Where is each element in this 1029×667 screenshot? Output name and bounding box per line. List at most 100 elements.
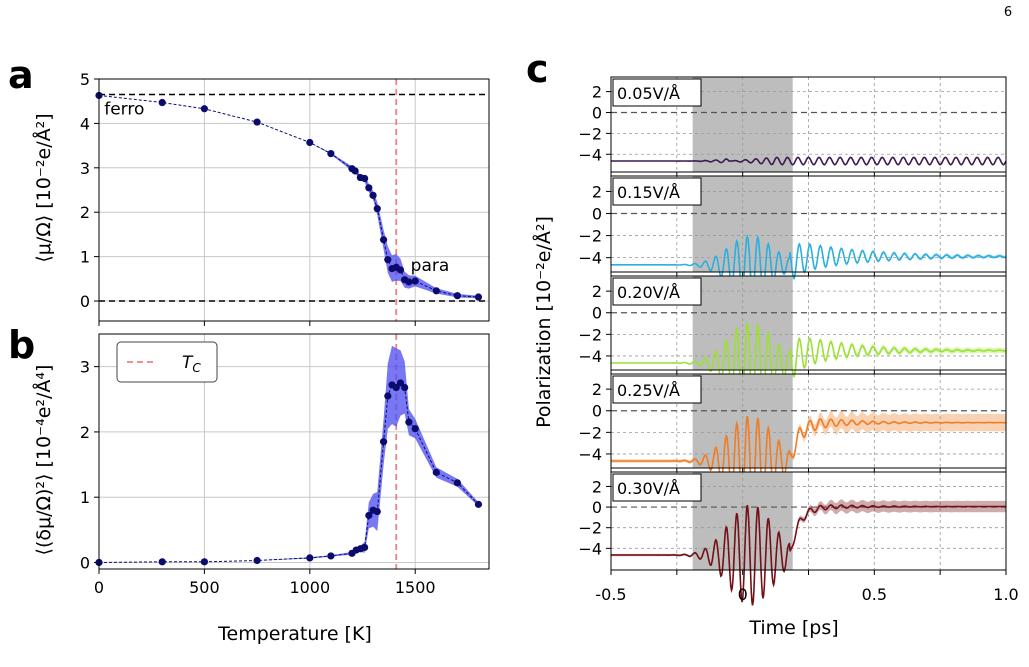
data-point-b bbox=[384, 392, 392, 400]
data-point-b bbox=[405, 418, 413, 426]
field-strength-label: 0.05V/Å bbox=[617, 84, 680, 103]
y-tick-label-c: 2 bbox=[592, 477, 602, 496]
plot-frame-c bbox=[610, 373, 1007, 469]
plot-frame-c bbox=[610, 275, 1007, 371]
panel-c: 20−2−40.05V/Å20−2−40.15V/Å20−2−40.20V/Å2… bbox=[578, 76, 1019, 607]
y-tick-label-c: −2 bbox=[578, 124, 602, 143]
data-point-a bbox=[453, 292, 461, 300]
panel-a: 0 1 2 3 4 5 ferro para bbox=[80, 70, 490, 326]
plot-frame-c bbox=[610, 175, 1007, 273]
field-strength-label-box bbox=[612, 277, 702, 306]
plot-frame-c bbox=[610, 471, 1007, 571]
y-tick-label-a: 1 bbox=[80, 248, 90, 267]
plot-frame-c bbox=[610, 76, 1007, 173]
field-strength-label: 0.25V/Å bbox=[617, 381, 680, 400]
y-tick-label-c: 2 bbox=[592, 182, 602, 201]
x-tick-label-b: 500 bbox=[189, 578, 220, 597]
y-tick-label-a: 4 bbox=[80, 114, 90, 133]
field-strength-label-box bbox=[612, 177, 702, 206]
y-tick-label-c: −4 bbox=[578, 445, 602, 464]
polarization-series-2 bbox=[611, 233, 1007, 297]
data-point-b bbox=[411, 425, 419, 433]
data-point-b bbox=[306, 554, 314, 562]
y-tick-label-c: −2 bbox=[578, 325, 602, 344]
x-tick-label-c: -0.5 bbox=[595, 585, 626, 604]
y-axis-label-a: ⟨μ/Ω⟩ [10⁻²e/Å²] bbox=[32, 113, 55, 262]
y-tick-label-c: 2 bbox=[592, 83, 602, 102]
uncertainty-band-a bbox=[99, 95, 479, 299]
y-tick-label-c: 0 bbox=[592, 304, 602, 323]
data-point-b bbox=[253, 556, 261, 565]
field-strength-label: 0.30V/Å bbox=[617, 479, 680, 498]
page-number: 6 bbox=[1004, 5, 1012, 20]
data-point-a bbox=[200, 105, 209, 113]
polarization-series-5 bbox=[611, 504, 1006, 606]
polarization-series-1 bbox=[611, 156, 1007, 166]
y-tick-label-b: 3 bbox=[80, 358, 90, 377]
y-tick-label-c: −2 bbox=[578, 227, 602, 246]
polarization-series-3 bbox=[611, 322, 1007, 405]
data-point-a bbox=[432, 287, 440, 295]
legend: TC bbox=[116, 341, 218, 383]
polarization-series-4 bbox=[611, 415, 1006, 507]
y-tick-label-c: −2 bbox=[578, 519, 602, 538]
subplot-c-5: 2 0 −2−4 0.30V/Å bbox=[578, 471, 1007, 607]
x-tick-label-b: 1500 bbox=[395, 578, 436, 597]
subplot-c-1: 20 −2 −4 0.05V/Å bbox=[578, 76, 1007, 177]
field-strength-label-box bbox=[612, 473, 702, 502]
plot-frame-a bbox=[98, 78, 490, 322]
data-point-a bbox=[474, 293, 483, 301]
field-strength-label-box bbox=[612, 375, 702, 404]
x-tick-label-b: 0 bbox=[94, 578, 104, 597]
data-point-b bbox=[200, 558, 209, 566]
panel-label-b: b bbox=[8, 323, 35, 367]
field-strength-label: 0.15V/Å bbox=[617, 183, 680, 202]
data-point-a bbox=[253, 118, 261, 126]
field-strength-label-box bbox=[612, 78, 702, 107]
data-point-b bbox=[474, 500, 483, 508]
x-tick-label-c: 0.5 bbox=[862, 585, 887, 604]
legend-label-subscript: C bbox=[192, 361, 201, 375]
y-axis-label-b: ⟨(δμ/Ω)²⟩ [10⁻⁴e²/Å⁴] bbox=[32, 365, 55, 556]
subplot-c-4: 2 0 −2 −4 0.25V/Å bbox=[578, 373, 1007, 508]
y-tick-label-c: 0 bbox=[592, 103, 602, 122]
plot-frame-b bbox=[98, 333, 490, 570]
subplot-c-2: 2 0 −2 −4 0.15V/Å bbox=[578, 175, 1007, 297]
data-point-a bbox=[361, 174, 369, 183]
y-tick-label-c: −2 bbox=[578, 423, 602, 442]
data-point-b bbox=[379, 438, 388, 446]
data-point-a bbox=[396, 266, 405, 274]
data-point-b bbox=[432, 468, 440, 476]
data-point-b bbox=[361, 543, 369, 552]
y-tick-label-b: 2 bbox=[80, 423, 90, 442]
data-point-a bbox=[158, 98, 166, 107]
y-tick-label-b: 0 bbox=[80, 553, 90, 572]
data-point-b bbox=[365, 511, 373, 520]
series-line-a bbox=[98, 94, 479, 298]
x-tick-label-b: 1000 bbox=[289, 578, 330, 597]
y-tick-label-b: 1 bbox=[80, 488, 90, 507]
data-point-a bbox=[351, 167, 359, 175]
x-axis-label-c: Time [ps] bbox=[748, 617, 838, 639]
data-point-a bbox=[411, 277, 419, 285]
y-tick-label-c: −4 bbox=[578, 249, 602, 268]
y-tick-label-c: −4 bbox=[578, 539, 602, 558]
y-tick-label-c: 0 bbox=[592, 205, 602, 224]
annotation-ferro: ferro bbox=[104, 100, 144, 120]
y-tick-label-c: 2 bbox=[592, 282, 602, 301]
data-point-b bbox=[392, 383, 400, 392]
uncertainty-band-c bbox=[611, 499, 1006, 607]
uncertainty-band-c bbox=[611, 411, 1006, 508]
data-point-b bbox=[396, 379, 405, 387]
legend-box bbox=[116, 341, 218, 383]
data-point-a bbox=[373, 205, 381, 213]
x-tick-label-c: 0 bbox=[738, 585, 748, 604]
panel-label-c: c bbox=[526, 47, 549, 91]
data-point-b bbox=[401, 383, 409, 392]
field-strength-label: 0.20V/Å bbox=[617, 283, 680, 302]
panel-label-a: a bbox=[8, 53, 34, 97]
y-tick-label-c: −4 bbox=[578, 145, 602, 164]
y-tick-label-a: 0 bbox=[80, 292, 90, 311]
data-point-b bbox=[453, 479, 461, 487]
